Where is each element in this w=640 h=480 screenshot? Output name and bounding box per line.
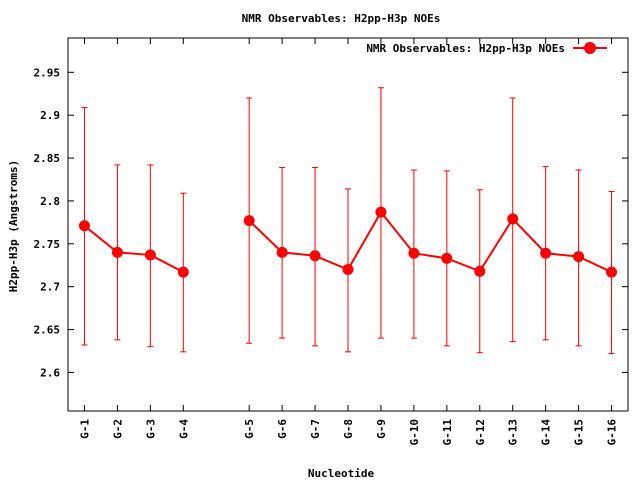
x-tick-label: G-13	[507, 419, 520, 446]
x-tick-label: G-15	[573, 419, 586, 446]
x-tick-label: G-11	[441, 419, 454, 446]
x-tick-label: G-12	[474, 419, 487, 446]
data-point	[309, 250, 321, 262]
y-tick-label: 2.65	[34, 324, 61, 337]
x-tick-label: G-4	[177, 419, 190, 439]
x-tick-label: G-8	[342, 419, 355, 439]
data-point	[177, 266, 189, 278]
series-line-segment	[149, 254, 184, 273]
y-tick-label: 2.75	[34, 238, 61, 251]
x-tick-label: G-3	[144, 419, 157, 439]
x-tick-label: G-10	[408, 419, 421, 446]
data-point	[573, 251, 585, 263]
legend-marker	[584, 42, 596, 54]
series-line-segment	[578, 255, 612, 273]
data-point	[111, 246, 123, 258]
series-line-segment	[446, 257, 481, 273]
x-tick-label: G-1	[78, 419, 91, 439]
x-tick-label: G-5	[243, 419, 256, 439]
x-tick-label: G-6	[276, 419, 289, 439]
data-point	[540, 247, 552, 259]
x-tick-label: G-16	[606, 419, 619, 446]
data-marks	[78, 87, 618, 355]
data-point	[507, 213, 519, 225]
y-tick-label: 2.85	[34, 152, 61, 165]
data-point	[144, 249, 156, 261]
series-line-segment	[83, 225, 119, 254]
x-tick-label: G-14	[540, 419, 553, 446]
y-tick-label: 2.95	[34, 66, 61, 79]
series-line-segment	[248, 219, 283, 254]
data-point	[342, 264, 354, 276]
y-tick-label: 2.7	[40, 281, 60, 294]
x-tick-label: G-7	[309, 419, 322, 439]
data-point	[243, 215, 255, 227]
y-axis-label: H2pp-H3p (Angstroms)	[7, 160, 20, 292]
y-tick-label: 2.6	[40, 366, 60, 379]
x-tick-label: G-9	[375, 419, 388, 439]
x-tick-label: G-2	[111, 419, 124, 439]
series-line-segment	[413, 252, 447, 260]
data-point	[474, 265, 486, 277]
data-point	[606, 266, 618, 278]
legend: NMR Observables: H2pp-H3p NOEs	[366, 42, 607, 55]
data-point	[408, 247, 420, 259]
data-point	[276, 246, 288, 258]
data-point	[375, 206, 387, 218]
chart-title: NMR Observables: H2pp-H3p NOEs	[242, 12, 441, 25]
data-point	[441, 252, 453, 264]
y-tick-label: 2.8	[40, 195, 60, 208]
axis-ticks: 2.6 2.65 2.7 2.75 2.8 2.85 2.9 2.95 G-1 G-2 G-3 G-4…	[34, 38, 628, 446]
legend-label: NMR Observables: H2pp-H3p NOEs	[366, 42, 565, 55]
x-axis-label: Nucleotide	[308, 467, 375, 480]
series-line-segment	[347, 211, 382, 271]
series-line-segment	[545, 252, 579, 258]
series-line-segment	[117, 251, 151, 256]
series-line-segment	[282, 251, 316, 257]
series-line-segment	[511, 218, 547, 254]
series-line-segment	[314, 254, 349, 271]
data-point	[78, 220, 90, 232]
series-line-segment	[478, 218, 514, 272]
y-tick-label: 2.9	[40, 109, 60, 122]
series-line-segment	[380, 211, 415, 254]
